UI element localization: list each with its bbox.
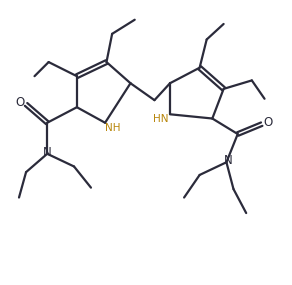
Text: N: N	[43, 146, 52, 159]
Text: N: N	[223, 154, 232, 167]
Text: HN: HN	[153, 114, 169, 124]
Text: O: O	[15, 97, 25, 109]
Text: NH: NH	[105, 123, 121, 133]
Text: O: O	[263, 116, 272, 129]
